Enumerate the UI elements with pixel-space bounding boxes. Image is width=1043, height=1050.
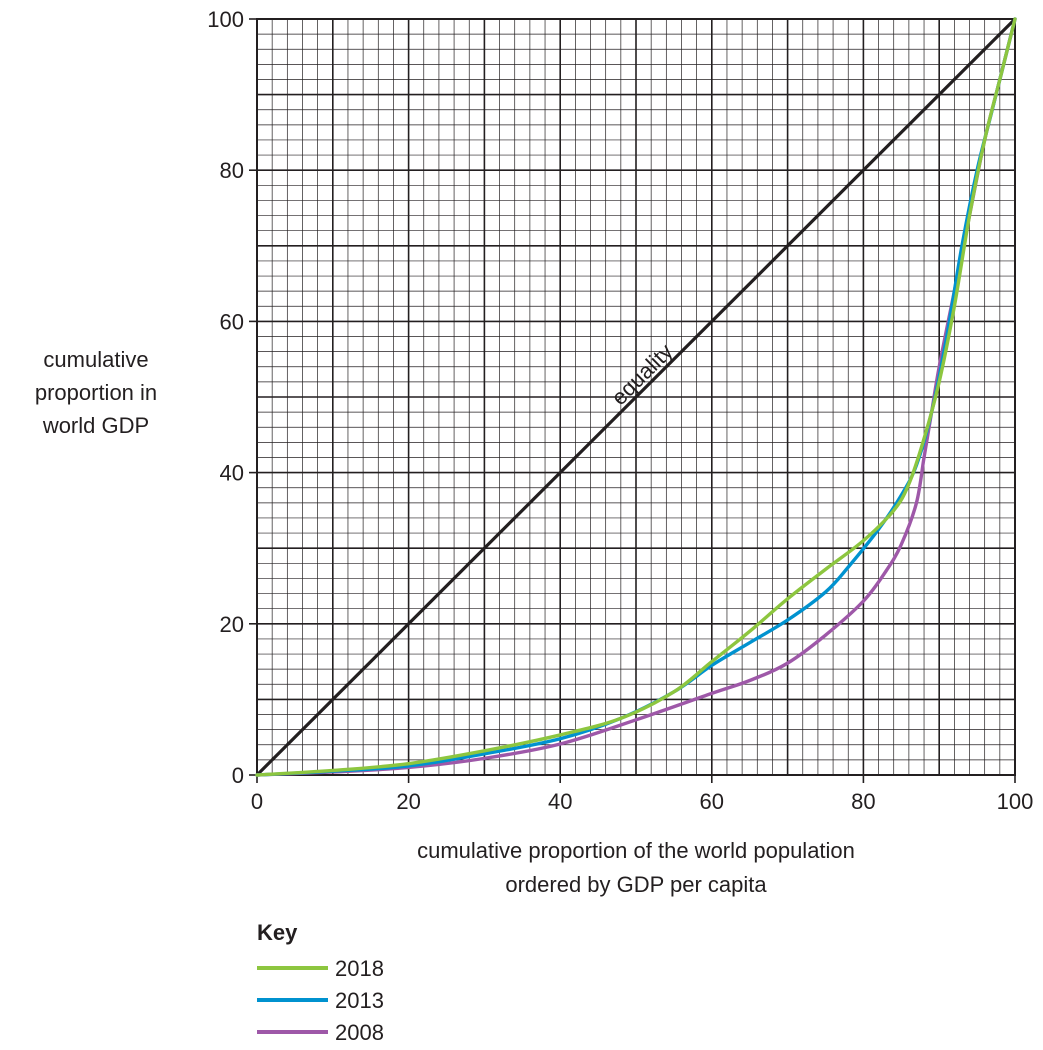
y-tick-labels: 0 20 40 60 80 100 <box>207 7 257 788</box>
equality-label: equality <box>606 339 677 410</box>
y-tick-label: 0 <box>232 763 244 788</box>
x-tick-label: 100 <box>997 789 1034 814</box>
key-label-2013: 2013 <box>335 988 384 1013</box>
key-label-2018: 2018 <box>335 956 384 981</box>
x-tick-label: 80 <box>851 789 875 814</box>
y-tick-label: 60 <box>220 309 244 334</box>
series-line-2018 <box>255 17 1017 777</box>
key-label-2008: 2008 <box>335 1020 384 1045</box>
x-axis-title-line: cumulative proportion of the world popul… <box>417 838 855 863</box>
x-axis-title-line: ordered by GDP per capita <box>505 872 767 897</box>
y-tick-label: 80 <box>220 158 244 183</box>
y-axis-title-line: proportion in <box>35 380 157 405</box>
legend-key: Key 2018 2013 2008 <box>257 920 384 1045</box>
series-lines <box>255 17 1017 777</box>
plot-frame <box>256 18 1016 776</box>
x-tick-label: 0 <box>251 789 263 814</box>
y-tick-label: 40 <box>220 461 244 486</box>
x-tick-label: 60 <box>700 789 724 814</box>
grid-major <box>256 18 1016 776</box>
key-title: Key <box>257 920 298 945</box>
y-tick-label: 20 <box>220 612 244 637</box>
y-axis-title-line: cumulative <box>43 347 148 372</box>
x-tick-label: 20 <box>396 789 420 814</box>
equality-line <box>255 17 1017 777</box>
y-axis-title-line: world GDP <box>42 413 149 438</box>
series-line-2013 <box>255 17 1017 777</box>
axis-titles: cumulative proportion of the world popul… <box>35 347 855 897</box>
x-tick-label: 40 <box>548 789 572 814</box>
x-tick-labels: 0 20 40 60 80 100 <box>251 775 1033 814</box>
y-tick-label: 100 <box>207 7 244 32</box>
